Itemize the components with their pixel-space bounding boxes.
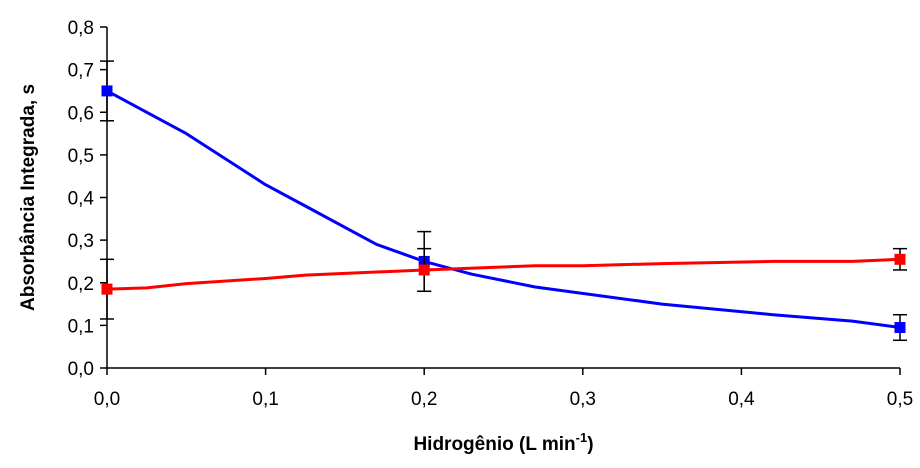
x-axis-title-end: ) — [587, 434, 593, 455]
x-axis-title-superscript: -1 — [576, 430, 588, 445]
data-point — [894, 253, 906, 265]
x-tick-label: 0,3 — [570, 389, 596, 410]
x-axis-title-main: Hidrogênio (L min — [413, 434, 575, 455]
y-tick-label: 0,5 — [68, 146, 94, 167]
x-tick-label: 0,5 — [887, 389, 913, 410]
axes — [106, 27, 900, 369]
x-tick-label: 0,1 — [252, 389, 278, 410]
x-ticks: 0,0 0,1 0,2 0,3 0,4 0,5 — [94, 368, 913, 410]
series-1 — [100, 60, 907, 342]
y-tick-label: 0,6 — [68, 103, 94, 124]
series-line — [106, 89, 901, 329]
x-tick-label: 0,4 — [728, 389, 755, 410]
data-point — [101, 283, 113, 295]
series-2 — [100, 247, 907, 320]
y-tick-label: 0,7 — [68, 61, 94, 82]
y-ticks: 0,0 0,1 0,2 0,3 0,4 0,5 0,6 0,7 0,8 — [68, 18, 107, 380]
y-tick-label: 0,4 — [68, 189, 95, 210]
data-point — [418, 264, 430, 276]
y-tick-label: 0,8 — [68, 18, 94, 39]
data-point — [894, 322, 906, 334]
y-axis-title: Absorbância Integrada, s — [18, 84, 39, 311]
x-tick-label: 0,2 — [411, 389, 437, 410]
x-tick-label: 0,0 — [94, 389, 120, 410]
y-tick-label: 0,0 — [68, 359, 94, 380]
series-line — [106, 257, 901, 291]
y-tick-label: 0,2 — [68, 274, 94, 295]
data-point — [101, 85, 113, 97]
y-tick-label: 0,3 — [68, 231, 94, 252]
series-layer — [100, 60, 907, 342]
y-tick-label: 0,1 — [68, 316, 94, 337]
x-axis-title: Hidrogênio (L min-1) — [413, 430, 593, 455]
